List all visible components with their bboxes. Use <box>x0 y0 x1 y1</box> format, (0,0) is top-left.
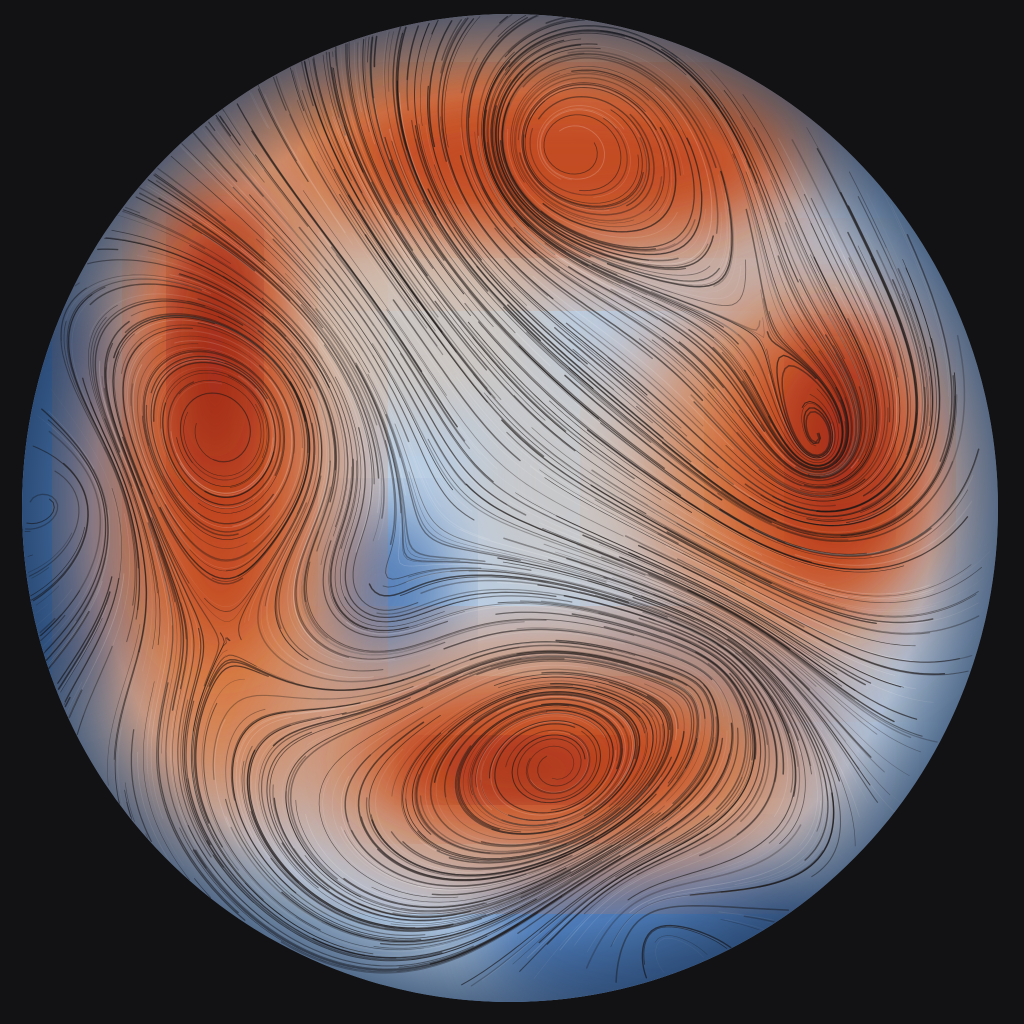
disc-rim-shade <box>22 14 998 1002</box>
disc-content <box>22 14 998 1002</box>
image-canvas <box>22 14 998 1002</box>
flow-field-disc <box>22 14 998 1002</box>
